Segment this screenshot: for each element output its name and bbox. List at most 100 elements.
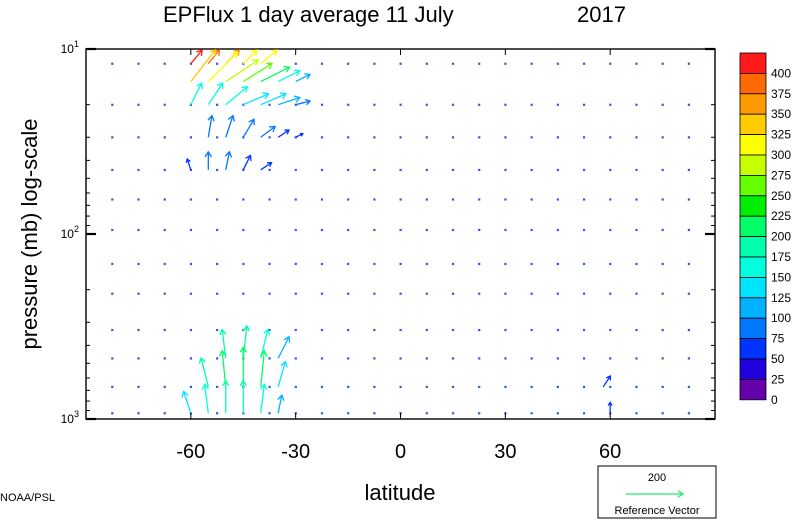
vector-arrow [582, 103, 586, 106]
vector-arrow [478, 198, 481, 201]
chart-title-year: 2017 [577, 2, 626, 27]
vector-arrow [347, 168, 350, 172]
vector-arrow [111, 328, 114, 332]
vector-arrow [582, 357, 586, 360]
vector-arrow [687, 262, 690, 266]
vector-arrow [137, 103, 140, 106]
vector-arrow [163, 262, 166, 266]
vector-arrow [216, 168, 219, 172]
vector-arrow [216, 62, 219, 65]
vector-arrow [320, 385, 324, 389]
vector-arrow [294, 228, 297, 232]
y-axis-label: pressure (mb) log-scale [17, 118, 42, 349]
vector-arrow [635, 228, 638, 232]
vector-arrow [373, 62, 376, 65]
vector-arrow [530, 103, 533, 106]
vector-arrow [268, 228, 271, 232]
vector-arrow [111, 262, 114, 266]
x-axis-label: latitude [365, 480, 436, 505]
vector-arrow [661, 62, 664, 65]
vector-arrow [635, 357, 638, 360]
vector-arrow [163, 412, 166, 415]
vector-arrow [609, 292, 612, 295]
vector-arrow [268, 292, 271, 295]
vector-arrow [225, 59, 260, 83]
vector-arrow [189, 136, 193, 139]
vector-arrow [268, 198, 271, 201]
vector-arrow [635, 198, 638, 201]
vector-arrow [347, 136, 350, 139]
vector-arrow [635, 62, 638, 65]
vector-arrow [277, 335, 291, 359]
vector-arrow [451, 292, 455, 295]
vector-arrow [373, 103, 376, 106]
vector-arrow [207, 82, 224, 106]
vector-arrow [295, 73, 312, 83]
colorbar-label: 75 [771, 332, 785, 346]
vector-arrow [661, 328, 664, 332]
vector-arrow [451, 262, 455, 266]
vector-arrow [242, 154, 252, 171]
vector-arrow [661, 168, 664, 172]
vector-arrow [556, 292, 559, 295]
vector-arrow [399, 136, 402, 139]
vector-arrow [504, 328, 507, 332]
vector-arrow [602, 375, 612, 388]
vector-arrow [181, 390, 192, 414]
vector-arrow [399, 357, 402, 360]
vector-arrow [504, 136, 507, 139]
vector-arrow [320, 136, 324, 139]
reference-vector-value: 200 [648, 472, 666, 484]
vector-arrow [425, 328, 428, 332]
vector-arrow [504, 262, 507, 266]
colorbar-swatch [739, 297, 767, 319]
colorbar-swatch [739, 52, 767, 74]
vector-arrow [451, 168, 455, 172]
vector-arrow [687, 168, 690, 172]
colorbar-label: 100 [771, 311, 791, 325]
x-tick-label: -30 [281, 441, 310, 463]
vector-arrow [687, 357, 690, 360]
vector-arrow [478, 262, 481, 266]
vector-arrow [451, 412, 455, 415]
vector-arrow [451, 357, 455, 360]
vector-arrow [609, 357, 612, 360]
vector-arrow [111, 168, 114, 172]
colorbar-label: 375 [771, 87, 791, 101]
vector-arrow [111, 103, 114, 106]
vector-arrow [373, 136, 376, 139]
vector-arrow [294, 328, 297, 332]
colorbar-swatch [739, 378, 767, 401]
colorbar-swatch [739, 256, 767, 278]
vector-arrow [530, 262, 533, 266]
colorbar-label: 175 [771, 250, 791, 264]
x-tick-label: 0 [395, 441, 406, 463]
y-tick-label: 103 [61, 409, 79, 426]
vector-arrow [582, 328, 586, 332]
colorbar-label: 25 [771, 372, 785, 386]
vector-arrow [373, 228, 376, 232]
vector-arrow [260, 383, 268, 414]
vector-arrow [478, 328, 481, 332]
vector-arrow [111, 62, 114, 65]
vector-arrow [609, 385, 612, 389]
vector-arrow [582, 262, 586, 266]
colorbar-label: 400 [771, 66, 791, 80]
vector-arrow [294, 385, 297, 389]
vector-arrow [163, 168, 166, 172]
vector-arrow [242, 118, 255, 138]
vector-arrow [294, 168, 297, 172]
vector-arrow [347, 228, 350, 232]
vector-arrow [478, 136, 481, 139]
vector-arrow [451, 62, 455, 65]
vector-arrow [137, 168, 140, 172]
vector-arrow [111, 385, 114, 389]
vector-arrow [137, 62, 140, 65]
vector-arrow [425, 103, 428, 106]
vector-arrow [320, 168, 324, 172]
vector-arrow [189, 168, 193, 172]
vector-arrow [189, 228, 193, 232]
vector-arrow [219, 328, 227, 359]
vector-arrow [347, 385, 350, 389]
